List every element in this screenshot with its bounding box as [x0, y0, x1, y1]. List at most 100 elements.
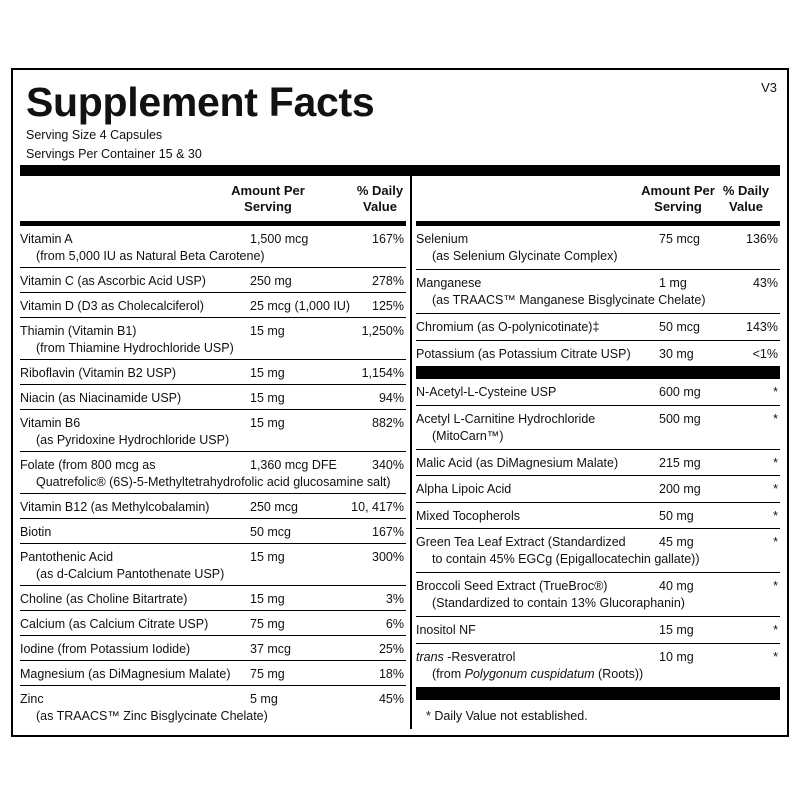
name-line: Calcium (as Calcium Citrate USP) [20, 617, 209, 631]
amount: 15 mg [250, 550, 285, 564]
daily-value: 278% [372, 274, 404, 288]
name-segment: Polygonum cuspidatum [464, 666, 595, 681]
daily-value: 882% [372, 416, 404, 430]
column-divider [410, 176, 412, 729]
name-line: Iodine (from Potassium Iodide) [20, 642, 191, 656]
nutrient-name: Pantothenic Acid (as d-Calcium Pantothena… [20, 549, 224, 583]
header-line: Amount Per [231, 183, 305, 198]
title: Supplement Facts [26, 79, 375, 125]
amount: 75 mg [250, 667, 285, 681]
nutrient-row: Niacin (as Niacinamide USP) 15 mg 94% [20, 385, 406, 410]
name-line: to contain 45% EGCg (Epigallocatechin ga… [432, 552, 700, 566]
amount: 40 mg [659, 579, 694, 593]
amount: 15 mg [250, 416, 285, 430]
name-line: Manganese [416, 276, 482, 290]
name-line: Acetyl L-Carnitine Hydrochloride [416, 411, 596, 426]
thick-rule [20, 165, 780, 176]
daily-value: * [773, 482, 778, 496]
amount: 10 mg [659, 649, 694, 664]
name-segment: -Resveratrol [443, 649, 516, 664]
nutrient-name: Selenium (as Selenium Glycinate Complex) [416, 231, 618, 265]
daily-value: 167% [372, 232, 404, 246]
nutrient-row: Vitamin B6 (as Pyridoxine Hydrochloride U… [20, 410, 406, 452]
nutrient-name: Broccoli Seed Extract (TrueBroc®) (Standa… [416, 578, 685, 612]
nutrient-name: Vitamin B12 (as Methylcobalamin) [20, 499, 209, 516]
nutrient-row: Vitamin C (as Ascorbic Acid USP) 250 mg 27… [20, 268, 406, 293]
amount: 15 mg [250, 366, 285, 380]
name-line: Inositol NF [416, 623, 476, 637]
daily-value: * [773, 385, 778, 399]
nutrient-name: Choline (as Choline Bitartrate) [20, 591, 187, 608]
amount: 75 mcg [659, 232, 700, 246]
daily-value: 3% [385, 592, 404, 606]
name-line: Vitamin C (as Ascorbic Acid USP) [20, 274, 206, 288]
daily-value: * [773, 411, 778, 426]
nutrient-row: Pantothenic Acid (as d-Calcium Pantothena… [20, 544, 406, 586]
amount: 30 mg [659, 346, 694, 361]
daily-value: 45% [378, 692, 404, 706]
header-line: Serving [244, 199, 292, 214]
amount: 15 mg [659, 623, 694, 637]
nutrient-row: Choline (as Choline Bitartrate) 15 mg 3% [20, 586, 406, 611]
nutrient-name: Calcium (as Calcium Citrate USP) [20, 616, 208, 633]
amount: 500 mg [659, 411, 701, 426]
nutrient-row: Selenium (as Selenium Glycinate Complex) 7… [416, 226, 780, 270]
nutrient-row: Iodine (from Potassium Iodide) 37 mcg 25% [20, 636, 406, 661]
amount: 25 mcg (1,000 IU) [250, 299, 351, 313]
header-line: Amount Per [641, 183, 715, 198]
name-line: Selenium [416, 232, 469, 246]
name-line: Chromium (as O-polynicotinate)‡ [416, 320, 600, 334]
name-line: Vitamin B6 [20, 416, 81, 430]
name-line: Vitamin D (D3 as Cholecalciferol) [20, 299, 204, 313]
daily-value: 143% [746, 320, 778, 334]
nutrient-row: Thiamin (Vitamin B1) (from Thiamine Hydro… [20, 318, 406, 360]
amount-header: Amount Per Serving [633, 183, 723, 215]
nutrient-row: Manganese (as TRAACS™ Manganese Bisglycin… [416, 270, 780, 314]
amount: 5 mg [250, 692, 278, 706]
nutrient-row: Folate (from 800 mcg as Quatrefolic® (6S)… [20, 452, 406, 494]
amount: 1 mg [659, 276, 687, 290]
nutrient-row: Green Tea Leaf Extract (Standardized to c… [416, 529, 780, 573]
header-line: Value [729, 199, 763, 214]
nutrient-name: Thiamin (Vitamin B1) (from Thiamine Hydro… [20, 323, 234, 357]
nutrient-row: Inositol NF 15 mg * [416, 617, 780, 644]
name-line: Niacin (as Niacinamide USP) [20, 391, 182, 405]
amount: 1,360 mcg DFE [250, 458, 337, 472]
daily-value: 10, 417% [351, 500, 404, 514]
nutrient-name: Iodine (from Potassium Iodide) [20, 641, 190, 658]
right-table: Selenium (as Selenium Glycinate Complex) 7… [416, 226, 780, 700]
header-rule [20, 221, 406, 226]
nutrient-name: Folate (from 800 mcg as Quatrefolic® (6S)… [20, 457, 391, 491]
nutrient-row: Magnesium (as DiMagnesium Malate) 75 mg 18… [20, 661, 406, 686]
daily-value: 1,250% [361, 324, 404, 338]
header-line: % Daily [356, 183, 404, 198]
amount: 50 mcg [659, 320, 700, 334]
nutrient-name: Niacin (as Niacinamide USP) [20, 390, 181, 407]
header-line: % Daily [722, 183, 770, 198]
name-line: (from Polygonum cuspidatum (Roots)) [416, 666, 643, 683]
header-line: Value [363, 199, 397, 214]
nutrient-row: Potassium (as Potassium Citrate USP) 30 m… [416, 341, 780, 367]
name-segment: (from [432, 666, 465, 681]
name-line: Alpha Lipoic Acid [416, 482, 512, 496]
nutrient-name: Vitamin D (D3 as Cholecalciferol) [20, 298, 204, 315]
nutrient-name: Acetyl L-Carnitine Hydrochloride (MitoCar… [416, 411, 595, 445]
daily-value: 94% [378, 391, 404, 405]
nutrient-name: Zinc (as TRAACS™ Zinc Bisglycinate Chelat… [20, 691, 268, 725]
name-line: Mixed Tocopherols [416, 508, 520, 523]
amount-header: Amount Per Serving [223, 183, 313, 215]
nutrient-row: Vitamin D (D3 as Cholecalciferol) 25 mcg … [20, 293, 406, 318]
amount: 15 mg [250, 324, 285, 338]
nutrient-name: trans -Resveratrol (from Polygonum cuspid… [416, 649, 643, 683]
name-segment: trans [416, 649, 444, 664]
nutrient-row: Mixed Tocopherols 50 mg * [416, 503, 780, 529]
name-line: (as d-Calcium Pantothenate USP) [36, 567, 225, 581]
amount: 37 mcg [250, 642, 291, 656]
name-line: Choline (as Choline Bitartrate) [20, 592, 188, 606]
name-line: (as Selenium Glycinate Complex) [432, 249, 618, 263]
supplement-facts-panel: Supplement Facts V3 Serving Size 4 Capsu… [11, 68, 789, 737]
name-line: (MitoCarn™) [432, 428, 504, 443]
nutrient-row: Biotin 50 mcg 167% [20, 519, 406, 544]
daily-value: * [773, 649, 778, 664]
name-line: Broccoli Seed Extract (TrueBroc®) [416, 579, 608, 593]
